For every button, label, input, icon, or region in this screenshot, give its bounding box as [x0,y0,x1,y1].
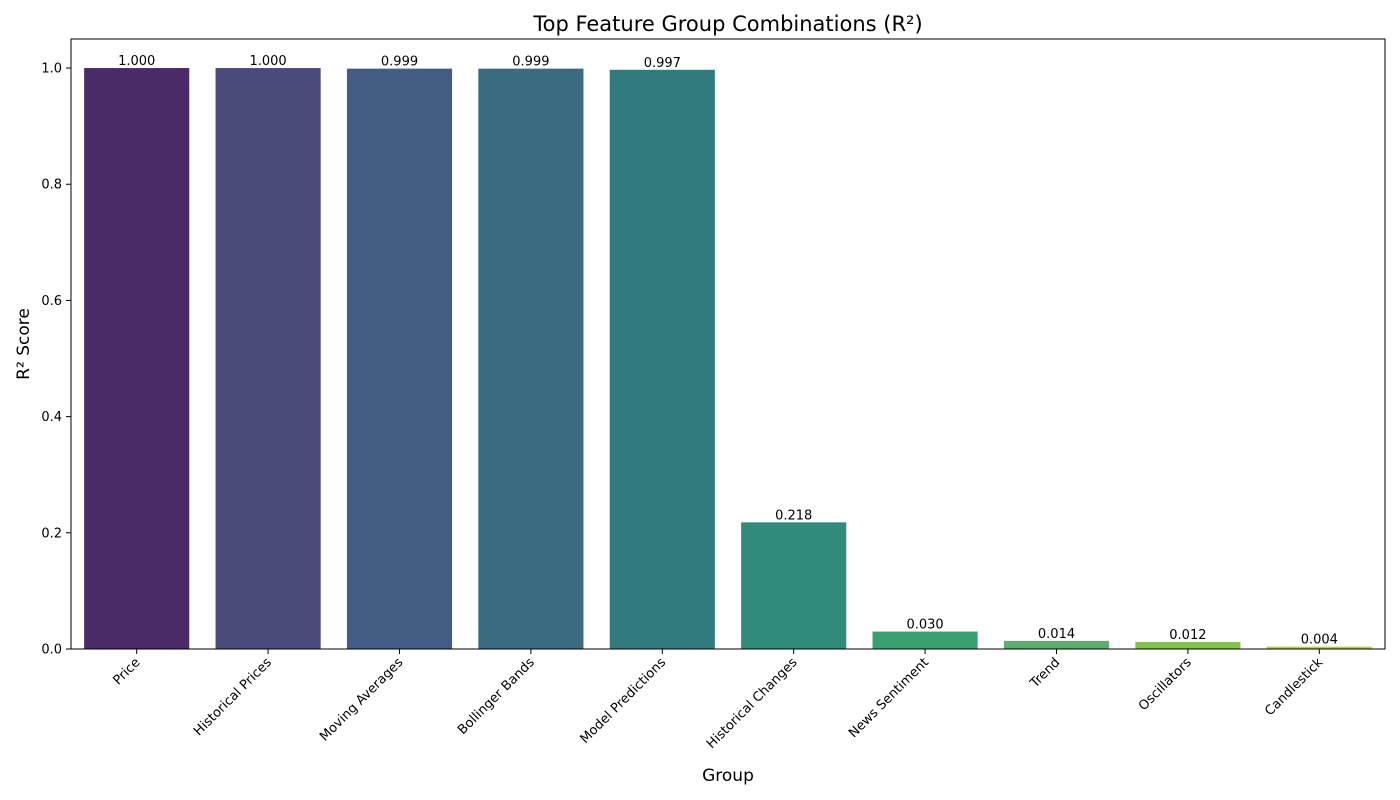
x-tick-label-1: Historical Prices [191,655,275,739]
x-tick-label-0: Price [110,655,143,688]
y-tick-label-5: 1.0 [41,62,62,77]
bar-0 [84,68,190,650]
x-tick-label-2: Moving Averages [317,655,406,744]
data-label-3: 0.999 [512,55,549,70]
bar-2 [346,68,453,650]
bar-7 [1003,640,1110,649]
bar-5 [741,522,847,649]
x-tick-label-3: Bollinger Bands [455,655,538,738]
data-label-7: 0.014 [1038,627,1075,642]
x-axis-label: Group [702,766,754,786]
x-axis: Price Historical Prices Moving Averages Bol… [110,649,1326,752]
data-label-2: 0.999 [381,55,418,70]
bar-4 [609,69,715,650]
data-label-1: 1.000 [249,54,286,69]
y-tick-label-0: 0.0 [41,643,62,658]
data-label-8: 0.012 [1169,628,1206,643]
x-tick-label-4: Model Predictions [578,655,670,747]
y-tick-label-1: 0.2 [41,526,62,541]
bar-8 [1135,642,1241,649]
data-label-0: 1.000 [118,54,155,69]
chart-title: Top Feature Group Combinations (R²) [532,12,922,36]
plot-frame [70,38,1386,650]
bar-3 [478,68,584,650]
y-axis-label: R² Score [14,308,34,380]
x-tick-label-8: Oscillators [1136,655,1195,714]
x-tick-label-7: Trend [1027,655,1063,691]
data-label-6: 0.030 [906,618,943,633]
data-label-5: 0.218 [775,508,812,523]
y-tick-label-4: 0.8 [41,178,62,193]
bar-6 [872,631,978,649]
x-tick-label-5: Historical Changes [704,655,801,752]
data-label-9: 0.004 [1301,633,1338,648]
x-tick-label-6: News Sentiment [846,655,932,741]
x-tick-label-9: Candlestick [1262,655,1326,719]
data-label-4: 0.997 [644,56,681,71]
bar-1 [215,68,321,650]
bars-layer: 1.000 1.000 0.999 0.999 0.997 0.218 0.030 0.014… [84,54,1372,650]
y-axis: 0.0 0.2 0.4 0.6 0.8 1.0 [41,62,71,658]
y-tick-label-2: 0.4 [41,410,62,425]
bar-9 [1266,646,1372,649]
y-tick-label-3: 0.6 [41,294,62,309]
